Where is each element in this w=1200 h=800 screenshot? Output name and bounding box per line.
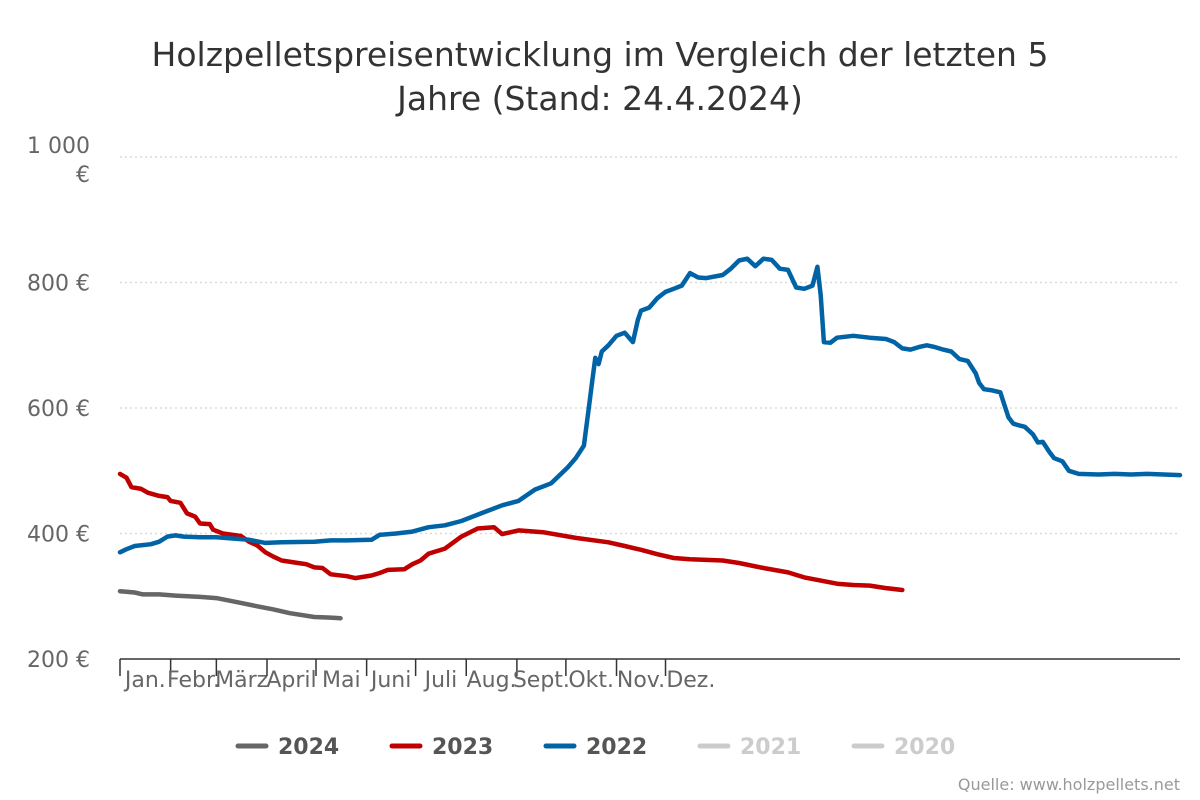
legend-label: 2020 <box>894 735 955 760</box>
legend-label: 2021 <box>740 735 801 760</box>
x-tick-label: April <box>266 668 316 693</box>
grid-lines <box>120 156 1180 535</box>
y-tick-label: 200 € <box>27 648 90 673</box>
legend-item-2020[interactable]: 2020 <box>851 735 955 760</box>
chart-title-line-2: Jahre (Stand: 24.4.2024) <box>395 79 803 118</box>
legend[interactable]: 2024 2023 2022 2021 2020 <box>235 735 955 760</box>
x-tick-label: März <box>215 668 268 693</box>
series-line-2022 <box>117 256 1183 555</box>
legend-item-2024[interactable]: 2024 <box>235 735 339 760</box>
series-line-2024 <box>117 588 343 621</box>
x-tick-label: Sept. <box>513 668 570 693</box>
legend-item-2021[interactable]: 2021 <box>697 735 801 760</box>
y-tick-label: 800 € <box>27 272 90 297</box>
y-axis-ticks: 200 € 400 € 600 € 800 € 1 000 € <box>27 134 90 673</box>
legend-item-2023[interactable]: 2023 <box>389 735 493 760</box>
legend-item-2022[interactable]: 2022 <box>543 735 647 760</box>
y-tick-label: 600 € <box>27 397 90 422</box>
legend-label: 2022 <box>586 735 647 760</box>
series-line-2023 <box>117 471 905 593</box>
legend-label: 2023 <box>432 735 493 760</box>
chart-title-line-1: Holzpelletspreisentwicklung im Vergleich… <box>152 35 1049 74</box>
x-tick-label: Juni <box>369 668 412 693</box>
x-tick-label: Febr. <box>167 668 220 693</box>
y-tick-label: 1 000 € <box>27 134 90 188</box>
x-tick-label: Dez. <box>666 668 715 693</box>
x-tick-label: Jan. <box>123 668 166 693</box>
x-tick-label: Aug. <box>467 668 517 693</box>
chart-credit: Quelle: www.holzpellets.net <box>958 775 1180 794</box>
y-tick-label: 400 € <box>27 523 90 548</box>
x-tick-label: Juli <box>423 668 458 693</box>
x-tick-label: Okt. <box>568 668 614 693</box>
series-lines <box>117 256 1183 621</box>
x-tick-label: Mai <box>322 668 361 693</box>
x-tick-label: Nov. <box>617 668 665 693</box>
legend-label: 2024 <box>278 735 339 760</box>
